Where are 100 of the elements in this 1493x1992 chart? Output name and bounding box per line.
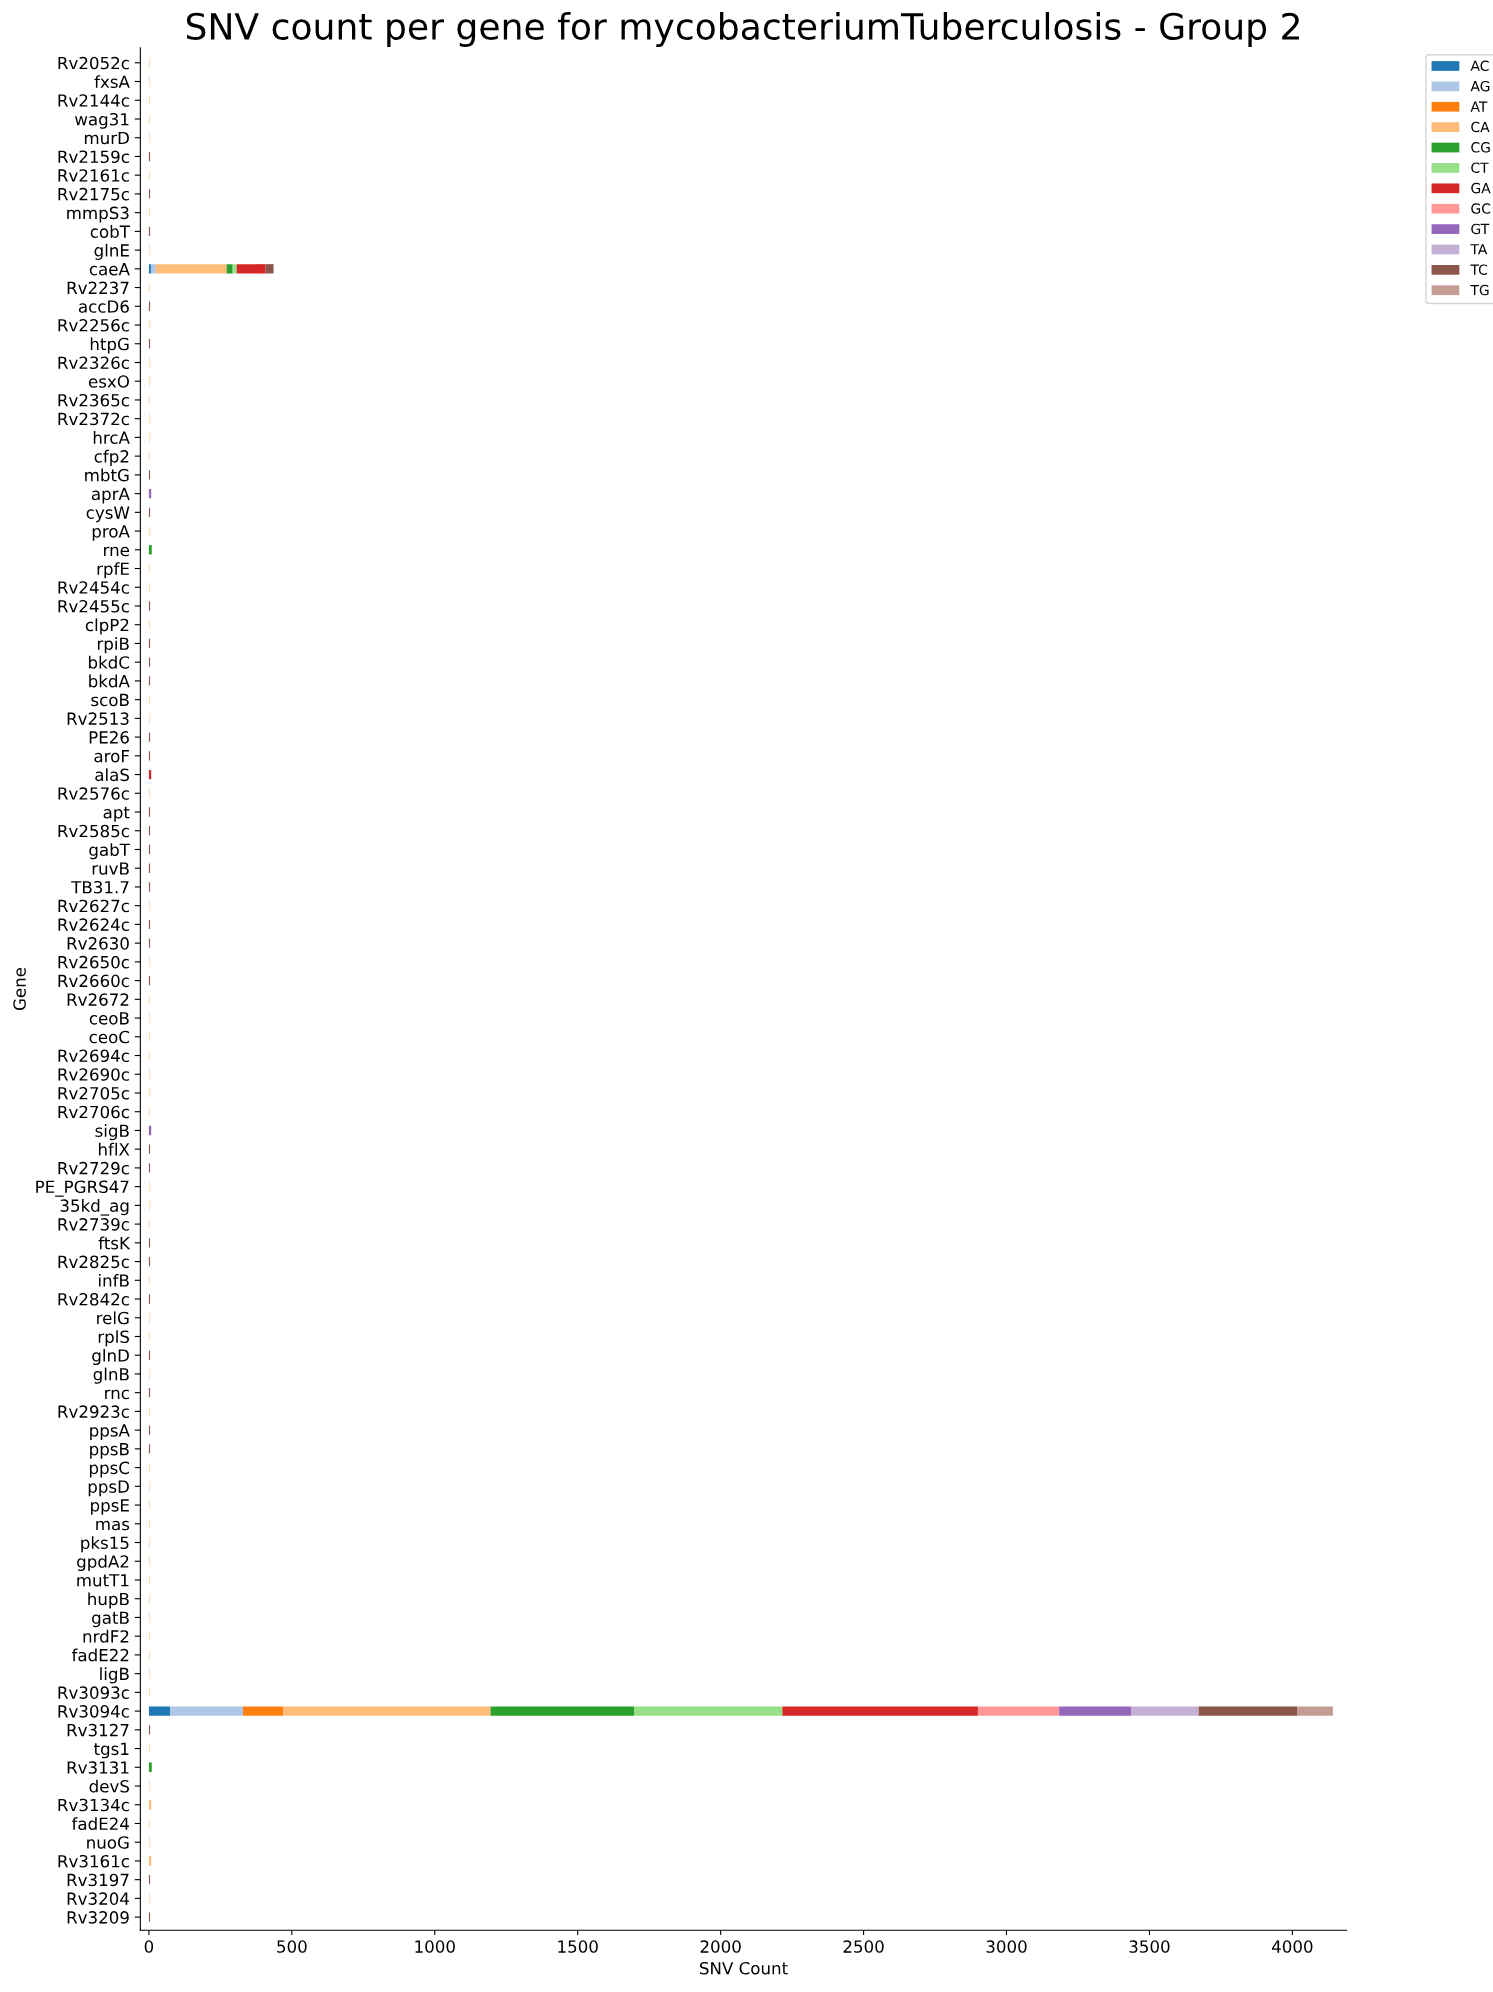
y-tick-label: bkdA — [89, 674, 130, 688]
chart-title: SNV count per gene for mycobacteriumTuberculosis - Group 2 — [186, 12, 1299, 47]
x-tick-label: 2000 — [700, 1940, 741, 1953]
bar — [155, 264, 227, 274]
y-tick-label: nrdF2 — [83, 1629, 129, 1643]
y-tick-label: Rv2372c — [58, 412, 129, 426]
y-tick-label: Rv2739c — [58, 1218, 129, 1231]
y-tick-label: cfp2 — [94, 449, 129, 466]
y-tick-label: hupB — [88, 1592, 129, 1609]
bar — [1198, 1706, 1298, 1716]
y-tick-label: Rv2627c — [58, 899, 129, 913]
bar — [148, 545, 152, 555]
y-tick-label: Rv2237 — [67, 281, 129, 295]
y-tick-label: relG — [97, 1311, 129, 1325]
y-tick-label: Rv2672 — [67, 993, 129, 1006]
bar — [1131, 1706, 1199, 1716]
y-tick-label: rplS — [98, 1330, 129, 1347]
y-tick-label: scoB — [91, 693, 129, 707]
y-tick-label: Rv2175c — [58, 187, 129, 201]
y-tick-label: Rv2650c — [58, 955, 129, 969]
y-tick-label: Rv2690c — [58, 1068, 129, 1081]
y-tick-label: wag31 — [74, 112, 129, 129]
y-tick-label: Rv3134c — [58, 1798, 129, 1812]
bar — [1297, 1706, 1333, 1716]
bar — [283, 1706, 491, 1716]
y-tick-label: Rv2842c — [58, 1292, 129, 1306]
bar — [226, 264, 233, 274]
y-tick-label: rpfE — [97, 562, 129, 579]
y-tick-label: apt — [103, 806, 130, 822]
bar — [265, 264, 274, 274]
y-tick-label: Rv2365c — [58, 393, 129, 407]
y-tick-label: hflX — [98, 1142, 130, 1156]
y-tick-label: Rv2052c — [58, 56, 129, 70]
y-tick-label: Rv2513 — [67, 712, 129, 725]
y-tick-label: alaS — [95, 768, 129, 782]
y-tick-label: Rv2256c — [58, 318, 129, 332]
y-tick-label: Rv2729c — [58, 1161, 129, 1175]
x-tick-label: 1500 — [558, 1940, 598, 1953]
y-tick-label: ppsE — [91, 1499, 129, 1515]
y-tick-label: ceoC — [89, 1030, 130, 1044]
y-tick-label: PE26 — [89, 731, 129, 744]
bar — [634, 1706, 783, 1716]
y-tick-label: rnc — [105, 1389, 129, 1400]
y-tick-label: ligB — [100, 1667, 129, 1684]
legend-label: CT — [1471, 162, 1489, 173]
y-tick-label: hrcA — [93, 431, 130, 444]
y-tick-label: ceoB — [89, 1012, 129, 1025]
y-tick-label: glnB — [93, 1367, 129, 1384]
y-tick-label: htpG — [90, 337, 129, 354]
bar — [148, 264, 151, 274]
bar — [490, 1706, 635, 1716]
y-tick-label: aroF — [94, 750, 129, 763]
y-tick-label: Rv2454c — [58, 581, 129, 594]
x-tick-label: 0 — [144, 1940, 154, 1953]
bar — [977, 1706, 1060, 1716]
y-tick-label: Rv3127 — [67, 1723, 129, 1737]
y-tick-label: devS — [89, 1779, 129, 1793]
y-tick-label: mas — [96, 1520, 130, 1531]
legend-label: TA — [1470, 244, 1488, 255]
y-tick-label: Rv2161c — [58, 169, 129, 182]
bar — [242, 1706, 284, 1716]
y-tick-label: fadE22 — [71, 1648, 129, 1662]
y-tick-label: gabT — [89, 843, 130, 860]
y-tick-label: Rv3204 — [67, 1892, 129, 1905]
legend-label: AT — [1470, 101, 1488, 112]
y-tick-label: PE_PGRS47 — [36, 1180, 129, 1197]
y-tick-label: glnE — [94, 243, 129, 260]
y-tick-label: Rv2923c — [58, 1405, 129, 1418]
y-tick-label: Rv3093c — [58, 1686, 129, 1699]
y-tick-label: glnD — [92, 1348, 129, 1366]
y-tick-label: fadE24 — [71, 1817, 129, 1831]
y-tick-label: Rv2706c — [58, 1105, 129, 1119]
y-tick-label: Rv2326c — [58, 356, 129, 370]
y-tick-label: Rv2630 — [67, 937, 129, 950]
y-tick-label: fxsA — [94, 75, 130, 89]
bar — [148, 1856, 152, 1866]
y-tick-label: Rv3094c — [58, 1705, 129, 1718]
y-tick-label: ppsB — [90, 1443, 129, 1459]
legend-label: GA — [1471, 182, 1491, 194]
y-tick-label: Rv3131 — [67, 1761, 129, 1774]
bar — [170, 1706, 243, 1716]
y-tick-label: mutT1 — [77, 1574, 129, 1587]
y-tick-label: ppsA — [90, 1424, 130, 1440]
bar — [782, 1706, 978, 1716]
legend-label: TG — [1470, 284, 1489, 296]
y-tick-label: Rv2585c — [58, 824, 129, 838]
y-tick-label: ftsK — [98, 1236, 131, 1250]
y-tick-label: aprA — [91, 487, 130, 504]
y-tick-label: Rv2159c — [58, 150, 129, 164]
y-tick-label: Rv2825c — [58, 1255, 129, 1269]
x-tick-label: 1000 — [415, 1940, 455, 1953]
y-tick-label: tgs1 — [93, 1742, 129, 1759]
legend-label: TC — [1470, 264, 1488, 275]
y-tick-label: esxO — [88, 375, 129, 388]
bar — [148, 1706, 171, 1716]
y-tick-label: cobT — [90, 225, 130, 238]
y-tick-label: accD6 — [78, 300, 129, 313]
y-tick-label: Rv2144c — [58, 94, 129, 107]
y-tick-label: mmpS3 — [67, 206, 129, 223]
y-tick-label: sigB — [95, 1124, 129, 1141]
